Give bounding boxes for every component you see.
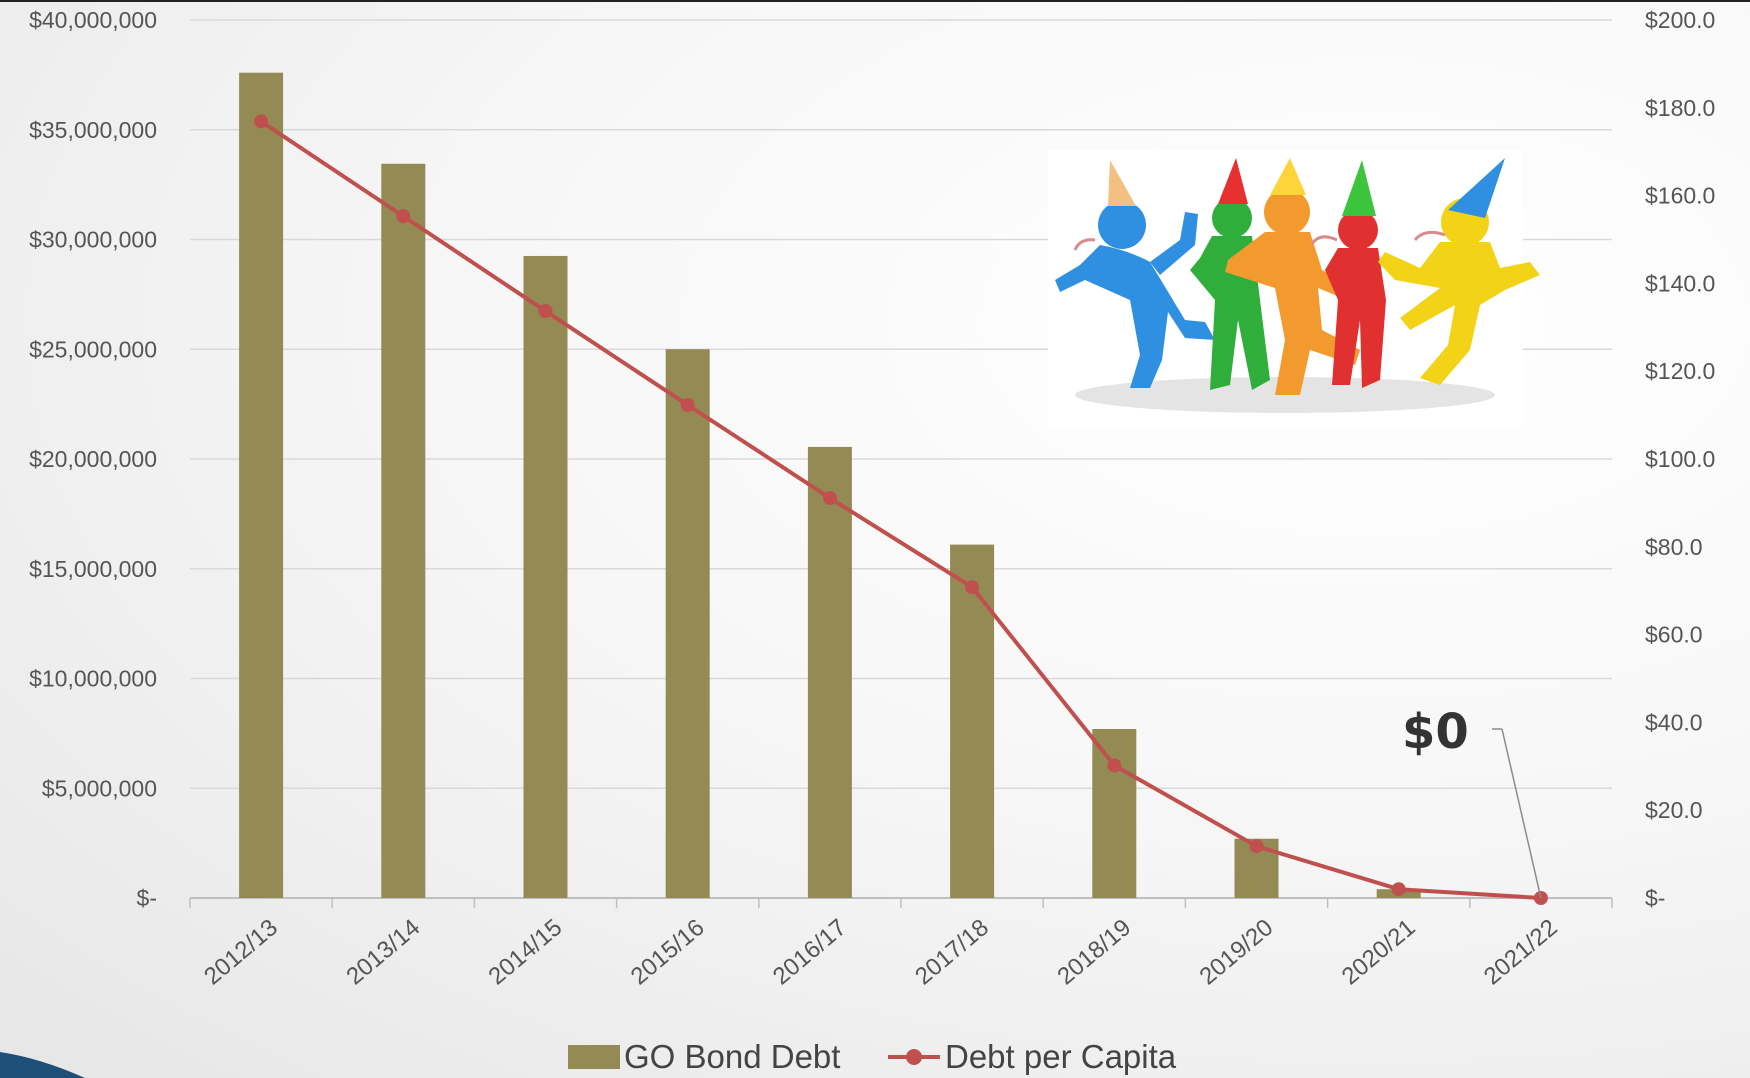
left-axis: $- $5,000,000 $10,000,000 $15,000,000 $20,00…	[29, 7, 157, 911]
bar-go-bond-debt	[523, 255, 568, 898]
left-axis-tick-label: $30,000,000	[29, 227, 157, 253]
line-series	[254, 114, 1548, 905]
left-axis-tick-label: $-	[137, 885, 157, 911]
marker-debt-per-capita	[680, 398, 695, 413]
bar-series	[239, 72, 1421, 899]
right-axis-tick-label: $80.0	[1645, 534, 1703, 560]
right-axis-tick-label: $20.0	[1645, 797, 1703, 823]
right-axis: $- $20.0 $40.0 $60.0 $80.0 $100.0 $120.0 $140.0…	[1645, 7, 1715, 911]
zero-callout-label: $0	[1402, 704, 1469, 760]
party-people-clipart-icon	[1048, 150, 1540, 428]
left-axis-tick-label: $40,000,000	[29, 7, 157, 33]
right-axis-tick-label: $60.0	[1645, 622, 1703, 648]
legend: GO Bond Debt Debt per Capita	[568, 1038, 1177, 1075]
gridlines	[190, 19, 1612, 899]
left-axis-tick-label: $20,000,000	[29, 446, 157, 472]
category-label: 2014/15	[484, 914, 568, 990]
right-axis-tick-label: $100.0	[1645, 446, 1715, 472]
marker-debt-per-capita	[1249, 839, 1264, 854]
legend-label-bond-debt: GO Bond Debt	[624, 1038, 840, 1075]
callout-leader-tick	[1501, 728, 1542, 899]
bar-go-bond-debt	[239, 72, 284, 899]
left-axis-tick-label: $10,000,000	[29, 666, 157, 692]
category-label: 2018/19	[1052, 914, 1136, 990]
bar-go-bond-debt	[381, 163, 426, 898]
marker-debt-per-capita	[538, 304, 553, 319]
corner-decoration	[0, 1052, 85, 1078]
bar-go-bond-debt	[1092, 728, 1137, 898]
bar-go-bond-debt	[665, 349, 710, 898]
legend-label-debt-per-capita: Debt per Capita	[945, 1038, 1177, 1075]
category-label: 2015/16	[626, 914, 710, 990]
right-axis-tick-label: $-	[1645, 885, 1665, 911]
marker-debt-per-capita	[1391, 882, 1406, 897]
right-axis-tick-label: $200.0	[1645, 7, 1715, 33]
marker-debt-per-capita	[965, 580, 980, 595]
category-label: 2020/21	[1337, 914, 1421, 990]
category-label: 2016/17	[768, 914, 852, 990]
category-axis: 2012/13 2013/14 2014/15 2015/16 2016/17 2017/…	[189, 898, 1613, 990]
category-label: 2021/22	[1479, 914, 1563, 990]
right-axis-tick-label: $40.0	[1645, 709, 1703, 735]
category-label: 2017/18	[910, 914, 994, 990]
left-axis-tick-label: $15,000,000	[29, 556, 157, 582]
category-label: 2019/20	[1195, 914, 1279, 990]
legend-swatch-marker	[906, 1049, 922, 1065]
marker-debt-per-capita	[822, 491, 837, 506]
marker-debt-per-capita	[1107, 758, 1122, 773]
bar-go-bond-debt	[950, 544, 995, 898]
right-axis-tick-label: $160.0	[1645, 183, 1715, 209]
bar-go-bond-debt	[807, 446, 852, 898]
right-axis-tick-label: $140.0	[1645, 270, 1715, 296]
right-axis-tick-label: $120.0	[1645, 358, 1715, 384]
left-axis-tick-label: $35,000,000	[29, 117, 157, 143]
category-label: 2012/13	[199, 914, 283, 990]
legend-swatch-bar	[568, 1045, 620, 1069]
left-axis-tick-label: $25,000,000	[29, 336, 157, 362]
left-axis-tick-label: $5,000,000	[42, 775, 157, 801]
right-axis-tick-label: $180.0	[1645, 95, 1715, 121]
line-debt-per-capita	[259, 119, 1542, 900]
category-label: 2013/14	[341, 914, 425, 990]
marker-debt-per-capita	[396, 209, 411, 224]
marker-debt-per-capita	[254, 114, 269, 129]
